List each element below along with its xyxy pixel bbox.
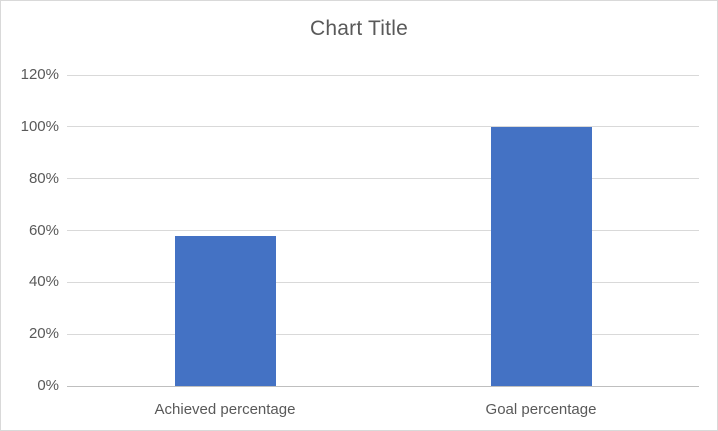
x-category-label-achieved-percentage: Achieved percentage (154, 401, 296, 418)
y-tick-label: 120% (20, 66, 59, 83)
y-tick-label: 60% (28, 221, 59, 239)
x-axis-line (67, 385, 699, 387)
gridline (67, 281, 699, 283)
gridline (67, 333, 699, 335)
bar-goal-percentage (490, 126, 592, 386)
y-tick-label: 100% (20, 117, 59, 135)
y-tick-label: 80% (28, 169, 59, 187)
plot-area (67, 74, 699, 387)
gridline (67, 178, 699, 180)
gridline (67, 74, 699, 76)
y-tick-label: 40% (28, 273, 59, 291)
y-tick-label: 20% (28, 325, 59, 343)
gridline (67, 126, 699, 128)
bar-achieved-percentage (174, 235, 276, 386)
gridline (67, 230, 699, 231)
chart-title: Chart Title (310, 17, 408, 40)
x-category-label-goal-percentage: Goal percentage (485, 401, 597, 418)
y-tick-label: 0% (37, 377, 59, 394)
